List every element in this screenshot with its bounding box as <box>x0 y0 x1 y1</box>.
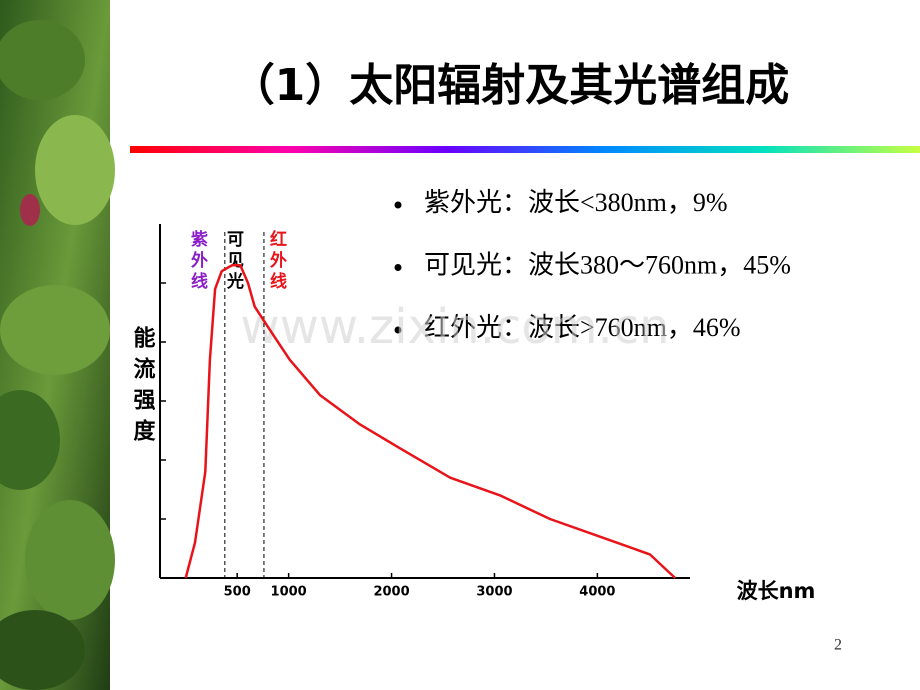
x-tick-label: 3000 <box>476 585 512 600</box>
bullet-list: 紫外光：波长<380nm，9% 可见光：波长380～760nm，45% 红外光：波长… <box>394 188 791 342</box>
bullet-dot <box>394 264 402 271</box>
bullet-dot <box>394 201 402 209</box>
region-label: 紫外线 <box>187 229 208 293</box>
region-label: 红外线 <box>266 229 287 293</box>
bullet-text: 可见光：波长380～760nm，45% <box>424 250 791 279</box>
slide-title: （1）太阳辐射及其光谱组成 <box>231 60 790 111</box>
plant-decoration <box>0 0 115 690</box>
rainbow-rule <box>130 146 920 153</box>
x-tick-label: 1000 <box>271 585 307 600</box>
x-axis-label: 波长nm <box>737 579 816 603</box>
bullet-text: 红外光：波长>760nm，46% <box>424 313 741 342</box>
y-axis-label: 能流强度 <box>130 325 156 450</box>
x-tick-label: 500 <box>224 585 251 600</box>
bullet-text: 紫外光：波长<380nm，9% <box>424 188 728 217</box>
region-label: 可见光 <box>223 230 245 293</box>
x-tick-label: 4000 <box>579 585 615 600</box>
spectrum-line <box>184 264 676 579</box>
x-tick-label: 2000 <box>373 585 409 600</box>
bullet-dot <box>394 326 402 334</box>
watermark: www.zixin.com.cn <box>240 299 669 355</box>
page-number: 2 <box>834 637 842 654</box>
